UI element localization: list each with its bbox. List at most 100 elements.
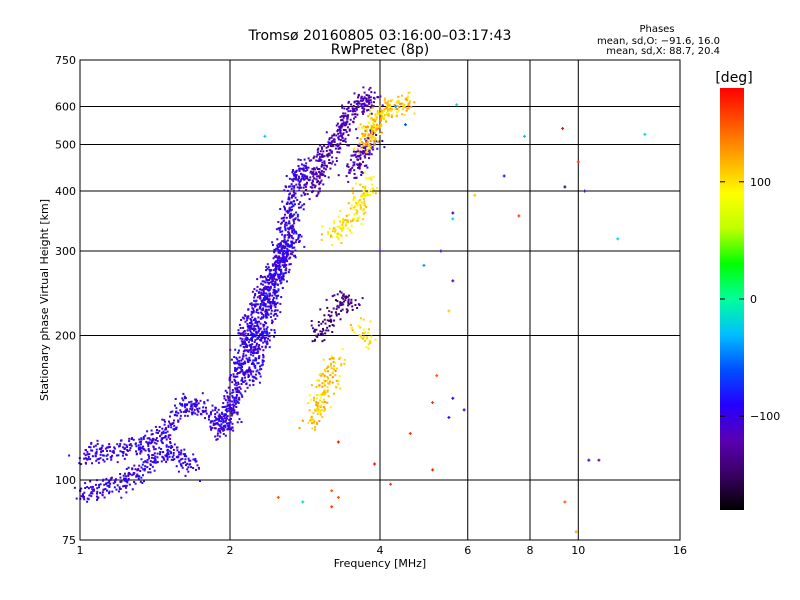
trace-point: [139, 440, 142, 443]
trace-point: [229, 348, 232, 351]
trace-point: [102, 449, 104, 452]
trace-point: [260, 308, 263, 311]
trace-point: [304, 193, 307, 196]
trace-point: [362, 198, 365, 200]
trace-point: [230, 412, 233, 415]
trace-point: [336, 304, 339, 307]
trace-point: [256, 336, 259, 339]
trace-point: [352, 120, 355, 123]
trace-point: [230, 417, 232, 420]
trace-point: [166, 457, 169, 460]
trace-point: [96, 487, 99, 490]
trace-point: [221, 406, 224, 409]
trace-point: [147, 453, 150, 456]
trace-point: [287, 250, 290, 253]
trace-point: [139, 470, 142, 472]
trace-point: [294, 203, 296, 206]
trace-point: [322, 406, 325, 409]
trace-point: [361, 171, 364, 174]
trace-point: [357, 102, 359, 105]
trace-point: [233, 404, 236, 407]
trace-point: [252, 354, 255, 357]
trace-point: [328, 227, 331, 230]
trace-point: [252, 346, 255, 349]
trace-point: [346, 311, 348, 314]
trace-point: [343, 295, 346, 298]
trace-point: [97, 461, 100, 464]
trace-point: [84, 454, 87, 457]
trace-point: [242, 371, 245, 374]
trace-point: [246, 344, 249, 347]
trace-point: [249, 326, 252, 329]
trace-point: [194, 459, 197, 462]
trace-point: [187, 457, 190, 460]
trace-point: [279, 311, 282, 314]
trace-point: [317, 401, 320, 404]
trace-point: [331, 145, 334, 148]
trace-point: [358, 155, 361, 157]
trace-point: [248, 356, 251, 359]
trace-point: [298, 189, 301, 192]
trace-point: [113, 480, 116, 482]
trace-point: [337, 136, 340, 139]
trace-point: [247, 326, 250, 329]
trace-point: [176, 449, 179, 452]
trace-point: [407, 107, 410, 110]
trace-point: [350, 232, 353, 235]
trace-point: [375, 129, 377, 132]
trace-point: [261, 276, 264, 279]
trace-point: [96, 498, 98, 501]
trace-point: [215, 418, 218, 420]
trace-point: [274, 283, 277, 286]
trace-point: [238, 364, 241, 366]
trace-point: [372, 139, 375, 142]
trace-point: [353, 113, 356, 116]
trace-point: [105, 454, 108, 457]
trace-point: [240, 364, 243, 367]
trace-point: [105, 483, 108, 485]
trace-point: [224, 389, 227, 392]
trace-point: [311, 191, 314, 194]
trace-point: [403, 105, 406, 107]
trace-point: [255, 332, 258, 335]
trace-point: [364, 147, 367, 149]
trace-point: [374, 192, 377, 195]
trace-point: [192, 467, 195, 469]
trace-point: [303, 245, 306, 248]
trace-point: [380, 111, 383, 114]
trace-point: [288, 222, 291, 225]
trace-point: [268, 273, 271, 276]
trace-point: [353, 101, 356, 104]
trace-point: [328, 159, 331, 161]
trace-point: [307, 157, 310, 160]
trace-point: [212, 422, 215, 425]
trace-point: [124, 453, 127, 456]
trace-point: [270, 273, 273, 276]
trace-point: [313, 396, 315, 399]
trace-point: [254, 294, 256, 297]
trace-point: [218, 413, 221, 416]
trace-point: [315, 166, 318, 169]
trace-point: [330, 362, 333, 365]
trace-point: [344, 112, 347, 115]
trace-point: [365, 105, 368, 107]
trace-point: [156, 429, 158, 431]
trace-point: [173, 443, 176, 446]
trace-point: [344, 297, 347, 299]
trace-point: [375, 118, 378, 121]
trace-point: [271, 278, 274, 281]
trace-point: [273, 283, 275, 286]
trace-point: [274, 268, 277, 271]
trace-point: [289, 225, 292, 228]
trace-point: [249, 317, 252, 320]
trace-point: [171, 410, 174, 413]
trace-point: [302, 186, 305, 189]
trace-point: [334, 230, 336, 233]
trace-point: [262, 297, 265, 300]
trace-point: [229, 427, 232, 430]
trace-point: [326, 165, 329, 168]
trace-point: [366, 336, 369, 339]
trace-point: [265, 288, 268, 291]
trace-point: [240, 421, 243, 423]
trace-point: [341, 106, 344, 109]
